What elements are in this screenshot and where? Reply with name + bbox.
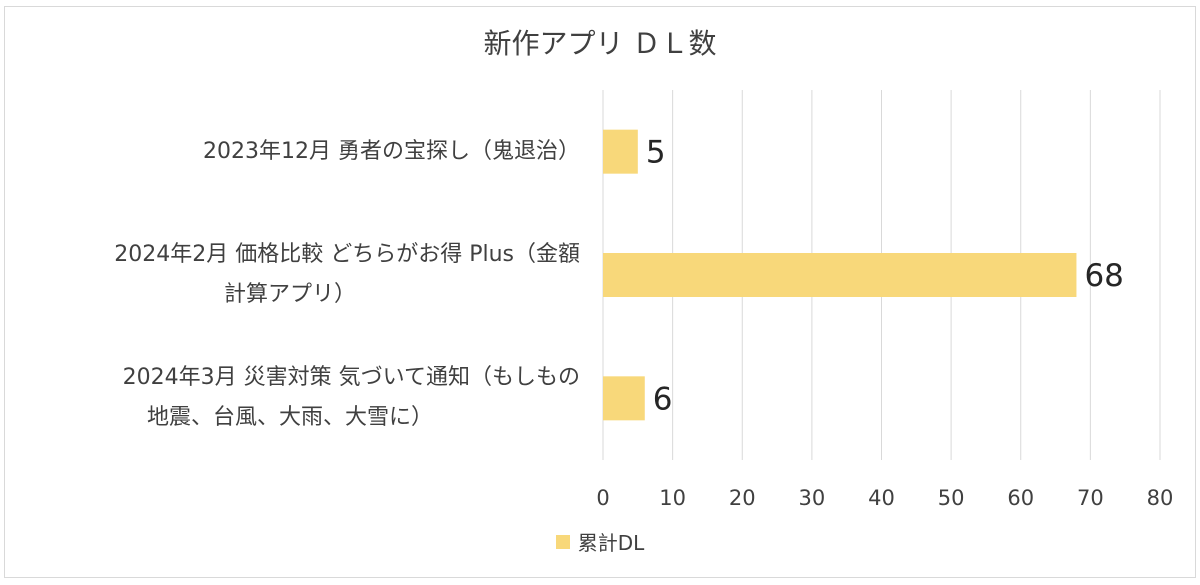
category-label-line: 計算アプリ）: [223, 282, 356, 307]
legend: 累計DL: [0, 527, 1200, 556]
data-label: 5: [646, 135, 666, 171]
x-tick-label: 10: [659, 486, 686, 510]
x-tick-label: 20: [729, 486, 756, 510]
x-tick-label: 80: [1147, 486, 1174, 510]
bar: [603, 253, 1077, 297]
chart-title: 新作アプリ ＤＬ数: [483, 27, 717, 60]
x-tick-label: 50: [938, 486, 965, 510]
x-tick-label: 30: [799, 486, 826, 510]
category-label-line: 2024年3月 災害対策 気づいて通知（もしもの: [122, 365, 580, 391]
bar: [603, 376, 645, 421]
x-tick-label: 60: [1007, 486, 1034, 510]
bar: [603, 129, 638, 174]
category-label-line: 2024年2月 価格比較 どちらがお得 Plus（金額: [114, 242, 580, 267]
category-label-line: 地震、台風、大雨、大雪に）: [146, 405, 433, 431]
data-label: 68: [1084, 258, 1123, 294]
category-label: 2024年3月 災害対策 気づいて通知（もしもの地震、台風、大雨、大雪に）: [0, 358, 580, 438]
x-tick-label: 70: [1077, 486, 1104, 510]
category-label: 2024年2月 価格比較 どちらがお得 Plus（金額計算アプリ）: [0, 235, 580, 315]
category-label-line: 2023年12月 勇者の宝探し（鬼退治）: [203, 138, 580, 164]
x-tick-label: 0: [596, 486, 609, 510]
x-tick-label: 40: [868, 486, 895, 510]
legend-swatch: [555, 534, 570, 549]
data-label: 6: [653, 381, 673, 417]
legend-label: 累計DL: [577, 531, 645, 555]
category-label: 2023年12月 勇者の宝探し（鬼退治）: [0, 132, 580, 172]
